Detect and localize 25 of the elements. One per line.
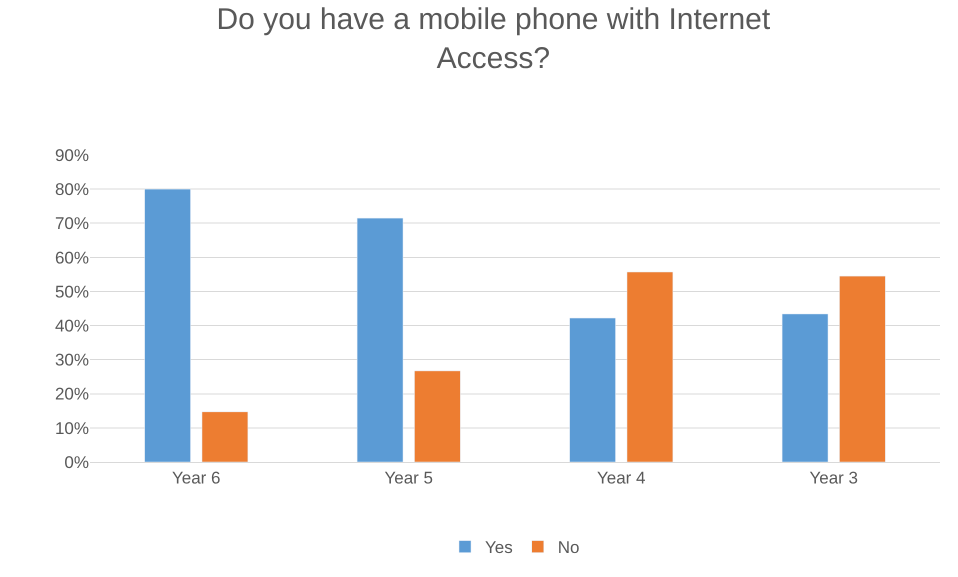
legend-label: Yes: [485, 538, 513, 558]
y-tick-label: 40%: [54, 316, 89, 336]
chart-title: Do you have a mobile phone with Internet Access?: [216, 2, 771, 75]
bar: [782, 314, 828, 462]
y-tick-label: 70%: [54, 214, 89, 234]
bar: [144, 188, 191, 462]
y-tick-label: 80%: [54, 180, 89, 200]
y-tick-label: 10%: [54, 418, 89, 438]
bar: [626, 272, 674, 462]
bar: [202, 412, 248, 462]
y-tick-label: 20%: [54, 384, 89, 404]
bar: [414, 370, 461, 462]
x-tick-label: Year 3: [809, 468, 858, 488]
y-tick-label: 90%: [54, 146, 89, 165]
bar: [569, 318, 616, 462]
y-tick-label: 30%: [54, 350, 89, 370]
legend-label: No: [558, 538, 580, 558]
bar: [356, 218, 404, 462]
y-tick-label: 60%: [54, 248, 89, 268]
bar: [839, 276, 886, 462]
y-tick-label: 0%: [64, 452, 89, 472]
x-tick-label: Year 5: [384, 468, 434, 488]
x-tick-label: Year 4: [596, 468, 646, 488]
y-tick-label: 50%: [54, 282, 89, 302]
x-tick-label: Year 6: [172, 468, 221, 488]
